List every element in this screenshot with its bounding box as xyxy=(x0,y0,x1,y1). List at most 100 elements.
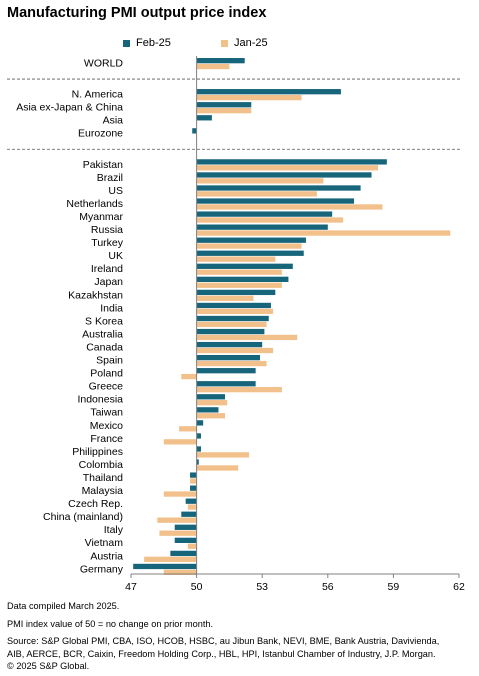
x-tick-label-62: 62 xyxy=(453,581,465,593)
category-label-france: France xyxy=(90,433,123,445)
category-label-brazil: Brazil xyxy=(97,172,123,184)
category-label-czech-rep: Czech Rep. xyxy=(68,498,123,510)
note-source-line1: Source: S&P Global PMI, CBA, ISO, HCOB, … xyxy=(7,636,440,646)
bar-feb-poland xyxy=(196,368,256,374)
bar-feb-asia-ex-japan-china xyxy=(196,102,252,108)
bar-jan-russia xyxy=(196,230,451,236)
bar-jan-brazil xyxy=(196,178,324,184)
category-label-malaysia: Malaysia xyxy=(82,485,124,497)
bar-jan-kazakhstan xyxy=(196,295,254,301)
category-label-colombia: Colombia xyxy=(79,459,124,471)
category-label-world: WORLD xyxy=(84,58,124,70)
bar-jan-indonesia xyxy=(196,400,228,406)
category-label-myanmar: Myanmar xyxy=(79,211,123,223)
bar-feb-china-mainland xyxy=(181,511,197,517)
bar-jan-myanmar xyxy=(196,217,344,223)
footnotes: Data compiled March 2025. PMI index valu… xyxy=(7,600,477,673)
category-label-us: US xyxy=(108,185,123,197)
bar-feb-canada xyxy=(196,341,263,348)
bar-jan-austria xyxy=(144,556,197,562)
bar-jan-germany xyxy=(163,569,197,575)
bar-feb-austria xyxy=(170,550,197,557)
bar-feb-vietnam xyxy=(174,537,197,543)
category-label-thailand: Thailand xyxy=(83,472,123,484)
category-label-russia: Russia xyxy=(91,224,123,236)
category-label-turkey: Turkey xyxy=(91,237,123,249)
x-tick-label-50: 50 xyxy=(191,581,203,593)
legend-jan-swatch xyxy=(221,39,228,47)
category-label-germany: Germany xyxy=(80,563,124,575)
category-label-uk: UK xyxy=(108,250,123,262)
bar-feb-eurozone xyxy=(192,128,197,134)
bar-jan-malaysia xyxy=(163,491,197,497)
category-label-taiwan: Taiwan xyxy=(90,407,123,419)
bar-feb-netherlands xyxy=(196,198,355,204)
bar-feb-greece xyxy=(196,381,256,387)
bar-feb-pakistan xyxy=(196,159,387,165)
bar-feb-russia xyxy=(196,224,328,230)
bar-feb-philippines xyxy=(196,446,201,452)
note-pmi-definition: PMI index value of 50 = no change on pri… xyxy=(7,618,214,629)
legend-feb: Feb-25 xyxy=(123,37,171,49)
bar-jan-ireland xyxy=(196,269,282,275)
category-label-netherlands: Netherlands xyxy=(66,198,123,210)
bar-jan-poland xyxy=(181,373,197,380)
category-label-asia-ex-japan-china: Asia ex-Japan & China xyxy=(16,102,123,114)
category-label-eurozone: Eurozone xyxy=(78,128,123,140)
bar-jan-france xyxy=(163,439,197,445)
bar-jan-netherlands xyxy=(196,204,383,210)
bar-feb-brazil xyxy=(196,172,372,178)
bar-jan-australia xyxy=(196,334,298,341)
bar-jan-canada xyxy=(196,347,274,354)
bar-feb-thailand xyxy=(190,472,197,478)
bar-jan-japan xyxy=(196,282,282,288)
category-label-japan: Japan xyxy=(94,276,123,288)
legend-feb-label: Feb-25 xyxy=(136,37,171,49)
bar-jan-greece xyxy=(196,387,282,393)
bar-jan-vietnam xyxy=(187,543,197,549)
note-copyright: © 2025 S&P Global. xyxy=(7,661,90,671)
bar-jan-india xyxy=(196,308,274,314)
bar-jan-china-mainland xyxy=(157,517,197,523)
bar-feb-mexico xyxy=(196,420,204,426)
category-label-vietnam: Vietnam xyxy=(85,537,124,549)
category-label-ireland: Ireland xyxy=(91,263,123,275)
bar-feb-indonesia xyxy=(196,394,226,400)
bar-feb-australia xyxy=(196,328,265,335)
bar-feb-japan xyxy=(196,276,289,282)
bar-jan-world xyxy=(196,63,230,70)
bar-feb-turkey xyxy=(196,237,306,243)
x-tick-label-53: 53 xyxy=(256,581,268,593)
bar-jan-italy xyxy=(159,530,197,536)
legend-jan-label: Jan-25 xyxy=(234,37,268,49)
bar-feb-kazakhstan xyxy=(196,289,276,296)
bar-feb-czech-rep xyxy=(185,498,197,504)
bar-jan-taiwan xyxy=(196,413,226,419)
category-label-india: India xyxy=(100,302,123,314)
bar-feb-malaysia xyxy=(190,485,197,491)
category-label-indonesia: Indonesia xyxy=(77,394,123,406)
bar-feb-asia xyxy=(196,115,212,121)
x-tick-label-47: 47 xyxy=(125,581,137,593)
bar-jan-n-america xyxy=(196,94,302,101)
bar-feb-colombia xyxy=(196,459,199,465)
category-label-austria: Austria xyxy=(90,550,123,562)
category-label-spain: Spain xyxy=(96,355,123,367)
category-label-mexico: Mexico xyxy=(90,420,123,432)
bar-feb-n-america xyxy=(196,89,341,95)
chart-title: Manufacturing PMI output price index xyxy=(7,5,267,21)
bar-jan-turkey xyxy=(196,243,302,249)
bar-jan-philippines xyxy=(196,452,250,458)
bar-jan-pakistan xyxy=(196,165,379,171)
bar-feb-italy xyxy=(174,524,197,530)
category-label-australia: Australia xyxy=(82,328,123,340)
bar-feb-myanmar xyxy=(196,211,333,217)
x-tick-label-56: 56 xyxy=(322,581,334,593)
note-compiled: Data compiled March 2025. xyxy=(7,601,120,611)
bar-jan-spain xyxy=(196,360,267,367)
legend-jan: Jan-25 xyxy=(221,37,268,49)
bar-jan-colombia xyxy=(196,465,239,471)
bar-feb-india xyxy=(196,302,271,309)
bar-jan-s-korea xyxy=(196,321,267,328)
